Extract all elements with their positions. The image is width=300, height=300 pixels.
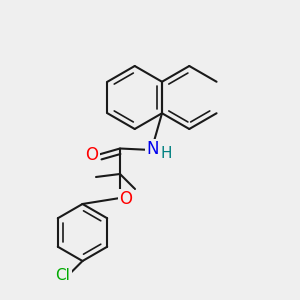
- Text: Cl: Cl: [56, 268, 70, 284]
- Text: N: N: [147, 140, 159, 158]
- Text: O: O: [85, 146, 98, 164]
- Text: H: H: [161, 146, 172, 160]
- Text: O: O: [119, 190, 133, 208]
